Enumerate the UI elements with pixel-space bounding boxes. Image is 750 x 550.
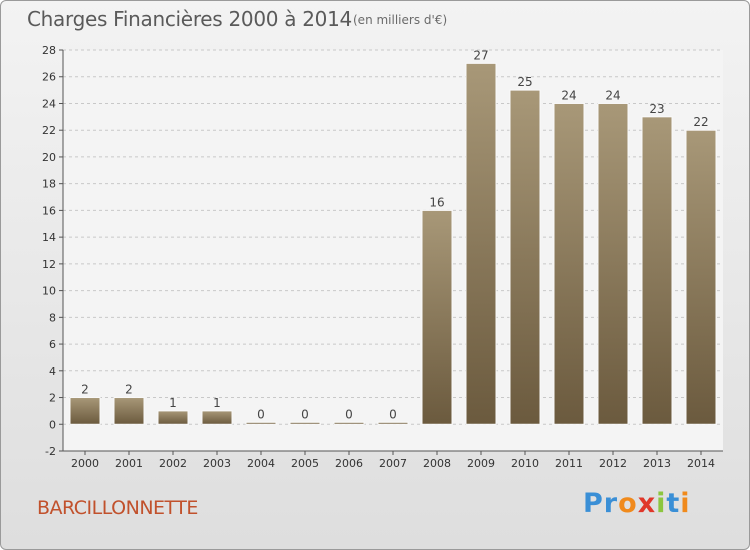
bar [553, 102, 585, 425]
y-tick-label: 22 [42, 124, 56, 137]
bar [377, 421, 409, 425]
value-label: 2 [81, 383, 89, 397]
value-label: 1 [213, 396, 221, 410]
x-tick-label: 2004 [247, 457, 275, 470]
bar [69, 397, 101, 425]
y-tick-label: 28 [42, 44, 56, 57]
bar [685, 129, 717, 425]
value-label: 0 [257, 407, 265, 421]
value-label: 1 [169, 396, 177, 410]
bar [465, 62, 497, 425]
x-tick-label: 2013 [643, 457, 671, 470]
value-label: 0 [345, 407, 353, 421]
y-tick-label: 4 [49, 365, 56, 378]
value-label: 23 [649, 102, 664, 116]
x-tick-label: 2005 [291, 457, 319, 470]
y-tick-label: 10 [42, 285, 56, 298]
logo-letter: t [666, 488, 681, 519]
y-tick-label: 14 [42, 231, 56, 244]
x-tick-label: 2010 [511, 457, 539, 470]
value-label: 0 [301, 407, 309, 421]
logo-letter: i [680, 488, 691, 519]
y-tick-label: 18 [42, 178, 56, 191]
x-tick-label: 2014 [687, 457, 715, 470]
value-label: 0 [389, 407, 397, 421]
y-tick-label: 2 [49, 392, 56, 405]
x-tick-label: 2003 [203, 457, 231, 470]
bar [333, 421, 365, 425]
y-tick-label: 20 [42, 151, 56, 164]
x-tick-label: 2007 [379, 457, 407, 470]
logo-letter: P [583, 488, 604, 519]
x-tick-label: 2012 [599, 457, 627, 470]
bar [641, 116, 673, 425]
value-label: 27 [473, 48, 488, 62]
x-tick-label: 2000 [71, 457, 99, 470]
y-tick-label: 6 [49, 338, 56, 351]
y-tick-label: 26 [42, 71, 56, 84]
bar [421, 209, 453, 425]
value-label: 16 [429, 195, 444, 209]
y-tick-label: 16 [42, 204, 56, 217]
proxiti-logo: Proxiti [583, 488, 691, 519]
chart-subtitle: (en milliers d'€) [353, 13, 448, 27]
value-label: 22 [693, 115, 708, 129]
bar [245, 421, 277, 425]
y-tick-label: 12 [42, 258, 56, 271]
x-tick-label: 2006 [335, 457, 363, 470]
bar [201, 410, 233, 425]
bar [113, 397, 145, 425]
chart-title: Charges Financières 2000 à 2014 [27, 7, 352, 31]
y-tick-label: -2 [45, 445, 56, 458]
x-tick-label: 2009 [467, 457, 495, 470]
value-label: 25 [517, 75, 532, 89]
bar [289, 421, 321, 425]
x-tick-label: 2001 [115, 457, 143, 470]
logo-letter: o [618, 488, 638, 519]
x-tick-label: 2002 [159, 457, 187, 470]
y-tick-label: 8 [49, 311, 56, 324]
bar [509, 89, 541, 425]
logo-letter: r [603, 488, 619, 519]
value-label: 24 [605, 88, 620, 102]
bar [157, 410, 189, 425]
y-tick-label: 0 [49, 418, 56, 431]
place-name: BARCILLONNETTE [37, 497, 198, 519]
value-label: 24 [561, 88, 576, 102]
logo-letter: i [656, 488, 667, 519]
x-tick-label: 2008 [423, 457, 451, 470]
logo-letter: x [637, 488, 657, 519]
y-tick-label: 24 [42, 97, 56, 110]
x-tick-label: 2011 [555, 457, 583, 470]
bar [597, 102, 629, 425]
value-label: 2 [125, 383, 133, 397]
